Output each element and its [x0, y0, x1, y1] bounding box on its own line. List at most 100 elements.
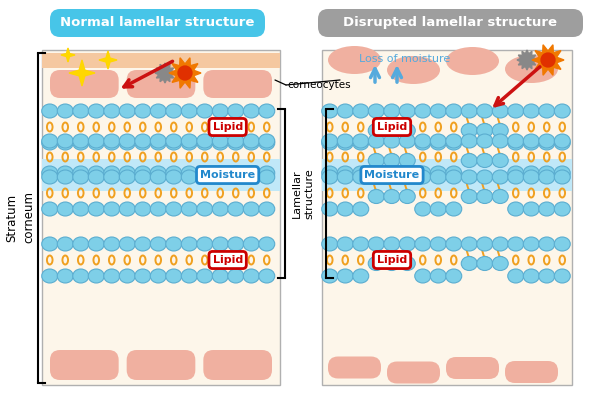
Ellipse shape: [228, 134, 244, 148]
Ellipse shape: [384, 190, 400, 203]
Ellipse shape: [150, 170, 166, 184]
Text: Lipid: Lipid: [212, 122, 243, 132]
Ellipse shape: [430, 269, 446, 283]
Ellipse shape: [415, 237, 431, 251]
Polygon shape: [155, 63, 175, 83]
Ellipse shape: [368, 134, 384, 148]
Ellipse shape: [259, 104, 275, 118]
Ellipse shape: [243, 134, 259, 148]
Ellipse shape: [446, 170, 462, 184]
Ellipse shape: [337, 134, 353, 148]
Text: corneocytes: corneocytes: [287, 80, 350, 90]
Ellipse shape: [57, 166, 73, 180]
Ellipse shape: [337, 237, 353, 251]
Ellipse shape: [368, 256, 384, 271]
Ellipse shape: [384, 134, 400, 148]
Ellipse shape: [212, 134, 228, 148]
Ellipse shape: [88, 269, 104, 283]
Ellipse shape: [228, 202, 244, 216]
Ellipse shape: [259, 202, 275, 216]
Ellipse shape: [135, 170, 151, 184]
Ellipse shape: [505, 55, 558, 83]
Text: Loss of moisture: Loss of moisture: [359, 54, 451, 64]
Ellipse shape: [353, 202, 369, 216]
Ellipse shape: [243, 237, 259, 251]
Ellipse shape: [57, 237, 73, 251]
Ellipse shape: [166, 170, 182, 184]
Ellipse shape: [322, 136, 338, 150]
Ellipse shape: [322, 104, 338, 118]
Ellipse shape: [554, 134, 570, 148]
Ellipse shape: [135, 269, 151, 283]
Ellipse shape: [212, 202, 228, 216]
Ellipse shape: [181, 237, 197, 251]
Ellipse shape: [166, 237, 182, 251]
Ellipse shape: [212, 104, 228, 118]
Ellipse shape: [368, 124, 384, 137]
Ellipse shape: [539, 170, 555, 184]
Polygon shape: [69, 60, 95, 86]
Ellipse shape: [150, 166, 166, 180]
Ellipse shape: [446, 237, 462, 251]
Ellipse shape: [322, 134, 338, 148]
Ellipse shape: [508, 237, 524, 251]
Ellipse shape: [399, 256, 415, 271]
Ellipse shape: [42, 202, 58, 216]
Ellipse shape: [42, 170, 58, 184]
Ellipse shape: [415, 134, 431, 148]
Ellipse shape: [477, 134, 493, 148]
Ellipse shape: [477, 190, 493, 203]
Ellipse shape: [119, 134, 135, 148]
Ellipse shape: [492, 190, 508, 203]
Ellipse shape: [73, 237, 89, 251]
Ellipse shape: [492, 104, 508, 118]
Ellipse shape: [150, 269, 166, 283]
Ellipse shape: [384, 104, 400, 118]
FancyBboxPatch shape: [328, 356, 381, 378]
Ellipse shape: [88, 237, 104, 251]
Ellipse shape: [119, 202, 135, 216]
Ellipse shape: [461, 256, 477, 271]
Ellipse shape: [212, 166, 228, 180]
Ellipse shape: [461, 237, 477, 251]
Ellipse shape: [415, 166, 431, 180]
Ellipse shape: [88, 166, 104, 180]
Ellipse shape: [337, 166, 353, 180]
Ellipse shape: [243, 136, 259, 150]
Ellipse shape: [446, 136, 462, 150]
Ellipse shape: [243, 202, 259, 216]
Ellipse shape: [430, 104, 446, 118]
Ellipse shape: [104, 237, 120, 251]
Ellipse shape: [446, 269, 462, 283]
FancyBboxPatch shape: [127, 70, 196, 98]
Ellipse shape: [337, 170, 353, 184]
Ellipse shape: [508, 136, 524, 150]
FancyBboxPatch shape: [318, 9, 583, 37]
Text: Lipid: Lipid: [212, 255, 243, 265]
Ellipse shape: [166, 269, 182, 283]
Ellipse shape: [368, 154, 384, 168]
Text: Stratum
corneum: Stratum corneum: [5, 191, 35, 244]
Ellipse shape: [119, 237, 135, 251]
Ellipse shape: [228, 104, 244, 118]
Ellipse shape: [337, 202, 353, 216]
Text: Normal lamellar structure: Normal lamellar structure: [60, 17, 254, 29]
Ellipse shape: [243, 104, 259, 118]
Ellipse shape: [523, 166, 539, 180]
Ellipse shape: [150, 202, 166, 216]
Ellipse shape: [399, 170, 415, 184]
Ellipse shape: [430, 237, 446, 251]
Ellipse shape: [197, 237, 213, 251]
Ellipse shape: [88, 104, 104, 118]
Ellipse shape: [166, 136, 182, 150]
Ellipse shape: [384, 124, 400, 137]
Ellipse shape: [508, 104, 524, 118]
Ellipse shape: [477, 154, 493, 168]
Ellipse shape: [523, 170, 539, 184]
Ellipse shape: [197, 202, 213, 216]
Ellipse shape: [119, 170, 135, 184]
Ellipse shape: [368, 104, 384, 118]
Ellipse shape: [430, 136, 446, 150]
Ellipse shape: [415, 104, 431, 118]
Ellipse shape: [197, 170, 213, 184]
